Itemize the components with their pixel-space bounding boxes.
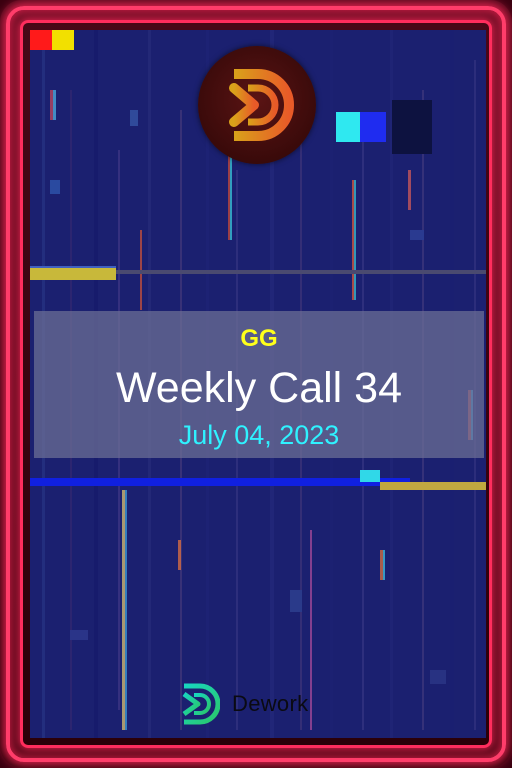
title-panel: GG Weekly Call 34 July 04, 2023 bbox=[34, 311, 484, 458]
neon-frame-outer bbox=[6, 6, 506, 762]
event-date: July 04, 2023 bbox=[178, 420, 340, 450]
dework-logo-icon bbox=[182, 683, 220, 725]
neon-frame-inner bbox=[20, 20, 492, 748]
dework-d-logo-icon bbox=[198, 46, 316, 164]
dework-brand: Dework bbox=[180, 682, 308, 726]
event-title: Weekly Call 34 bbox=[116, 364, 402, 412]
brand-name: Dework bbox=[232, 691, 309, 716]
organization-name: GG bbox=[240, 325, 278, 352]
